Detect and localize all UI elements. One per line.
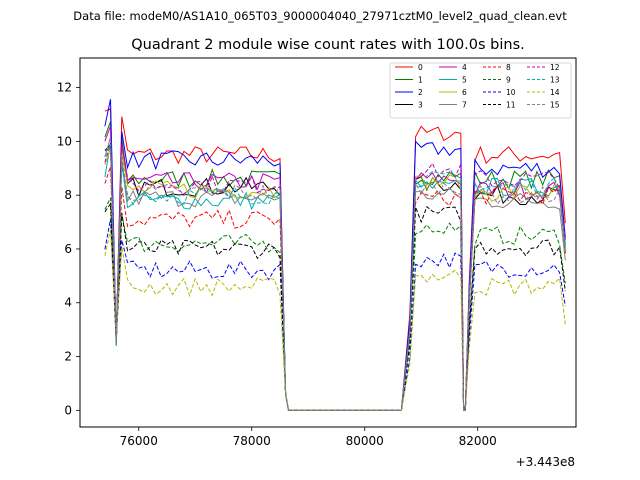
y-tick-label: 2 <box>64 350 72 364</box>
data-file-label: Data file: modeM0/AS1A10_065T03_90000040… <box>73 9 567 23</box>
axes-frame <box>79 57 577 428</box>
legend-label: 1 <box>418 76 423 85</box>
series-line <box>104 148 566 411</box>
series-line <box>104 166 566 411</box>
legend-label: 11 <box>506 101 516 110</box>
plot-area <box>79 57 577 428</box>
legend-label: 13 <box>550 76 560 85</box>
chart-title: Quadrant 2 module wise count rates with … <box>131 37 525 53</box>
x-tick-label: 78000 <box>233 434 271 448</box>
legend-label: 5 <box>462 76 467 85</box>
series-line <box>104 202 566 411</box>
series-line <box>104 229 566 411</box>
legend-label: 15 <box>550 101 560 110</box>
y-tick-label: 12 <box>57 81 72 95</box>
series-line <box>104 143 566 411</box>
x-offset-label: +3.443e8 <box>516 455 575 469</box>
legend-frame <box>389 62 572 119</box>
y-tick-label: 8 <box>64 188 72 202</box>
series-line <box>104 197 566 411</box>
y-axis: 0 2 4 6 8 10 12 <box>57 81 80 417</box>
legend-label: 9 <box>506 76 511 85</box>
legend-label: 0 <box>418 63 423 72</box>
axes-background <box>80 58 576 427</box>
x-tick-label: 80000 <box>346 434 384 448</box>
legend-label: 3 <box>418 101 423 110</box>
legend-label: 10 <box>506 88 516 97</box>
y-tick-label: 0 <box>64 403 72 417</box>
x-tick-label: 82000 <box>459 434 497 448</box>
legend-label: 7 <box>462 101 467 110</box>
legend-label: 8 <box>506 63 511 72</box>
series-line <box>104 219 566 411</box>
legend-label: 14 <box>550 88 560 97</box>
x-axis: 76000 78000 80000 82000 <box>120 427 497 448</box>
legend-label: 4 <box>462 63 467 72</box>
x-tick-label: 76000 <box>120 434 158 448</box>
legend-label: 2 <box>418 88 423 97</box>
legend-label: 6 <box>462 88 467 97</box>
y-tick-label: 4 <box>64 296 72 310</box>
y-tick-label: 6 <box>64 242 72 256</box>
y-tick-label: 10 <box>57 134 72 148</box>
legend-label: 12 <box>550 63 560 72</box>
series-layer <box>104 99 566 411</box>
